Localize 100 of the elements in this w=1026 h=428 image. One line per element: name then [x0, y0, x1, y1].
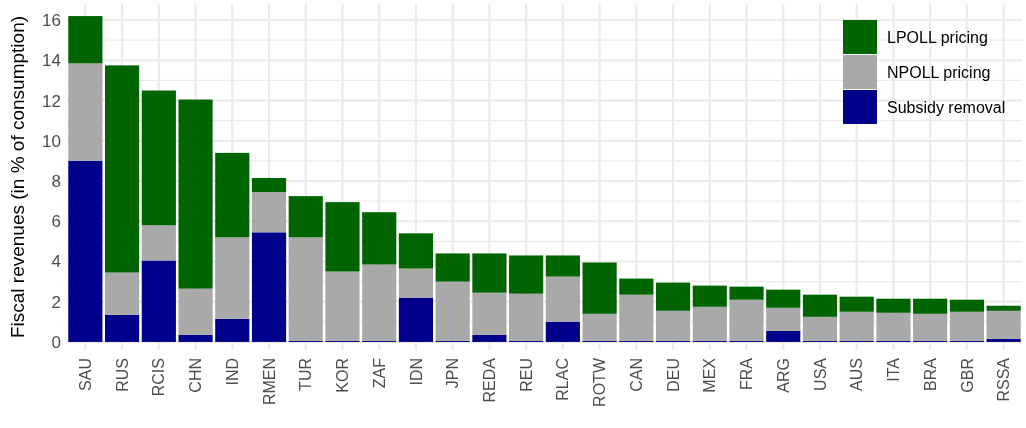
bar — [766, 307, 801, 331]
bar — [619, 278, 654, 295]
x-tick-label: BRA — [921, 357, 939, 391]
bar — [802, 294, 838, 317]
x-tick-label: IDN — [407, 358, 425, 386]
x-tick-label: RMEN — [260, 358, 278, 406]
x-tick-label: CHN — [187, 358, 205, 393]
bar — [472, 253, 507, 293]
y-tick-label: 6 — [51, 212, 61, 232]
bar — [876, 312, 911, 341]
x-tick-label: GBR — [958, 358, 976, 393]
bar — [325, 202, 360, 272]
bar — [949, 299, 984, 312]
x-tick-label: MEX — [701, 357, 719, 393]
legend-label: Subsidy removal — [887, 98, 1006, 116]
bar — [802, 316, 838, 341]
bar — [692, 285, 727, 307]
x-tick-label: RLAC — [554, 358, 572, 401]
bar — [729, 286, 764, 300]
bar — [251, 192, 287, 233]
bar — [141, 90, 176, 226]
bar — [913, 313, 948, 341]
bar — [215, 152, 250, 238]
bar — [251, 232, 287, 342]
bar — [619, 294, 654, 341]
bar — [545, 255, 580, 277]
bar — [215, 237, 250, 319]
bar — [362, 264, 397, 341]
bar — [876, 298, 911, 313]
bar — [435, 281, 470, 341]
bar — [986, 310, 1021, 339]
x-tick-label: RUS — [113, 358, 131, 392]
bar — [68, 63, 103, 161]
bar — [582, 262, 617, 314]
y-tick-label: 4 — [51, 252, 61, 272]
bar — [509, 293, 544, 341]
x-tick-label: ZAF — [370, 357, 388, 389]
bar — [105, 65, 140, 273]
x-tick-label: REU — [517, 358, 535, 392]
y-tick-label: 10 — [42, 131, 61, 151]
bar — [251, 178, 287, 193]
bar — [655, 282, 691, 311]
bar — [839, 311, 874, 341]
bar — [472, 334, 507, 342]
bar — [729, 299, 764, 341]
x-tick-label: ROTW — [591, 357, 609, 407]
bar — [105, 272, 140, 315]
x-tick-label: AUS — [848, 358, 866, 391]
bar — [141, 225, 176, 261]
x-tick-label: ITA — [885, 357, 903, 382]
bar — [839, 296, 874, 312]
x-tick-label: RSSA — [995, 357, 1013, 402]
y-tick-label: 8 — [51, 171, 61, 191]
y-tick-label: 2 — [51, 292, 61, 312]
x-tick-label: CAN — [627, 358, 645, 392]
bar — [472, 292, 507, 335]
y-tick-label: 0 — [51, 332, 61, 352]
bar — [288, 196, 323, 238]
bar — [986, 305, 1021, 311]
x-tick-label: ARG — [774, 358, 792, 393]
x-tick-label: TUR — [297, 358, 315, 391]
bar — [692, 306, 727, 341]
legend-label: NPOLL pricing — [887, 63, 991, 81]
x-tick-label: USA — [811, 357, 829, 391]
bar — [766, 330, 801, 342]
bar — [178, 99, 213, 289]
bar — [398, 297, 434, 342]
bar — [288, 237, 323, 341]
x-tick-label: DEU — [664, 358, 682, 392]
y-tick-label: 12 — [42, 91, 61, 111]
x-tick-label: KOR — [334, 358, 352, 393]
legend-label: LPOLL pricing — [887, 28, 988, 46]
bar — [545, 276, 580, 322]
x-tick-label: FRA — [738, 357, 756, 390]
x-tick-label: REDA — [481, 357, 498, 403]
bar — [178, 334, 213, 342]
y-tick-label: 16 — [42, 11, 61, 31]
bar — [655, 310, 691, 341]
x-tick-label: RCIS — [150, 358, 168, 397]
bar — [325, 271, 360, 341]
bar — [398, 233, 434, 269]
bar — [215, 318, 250, 342]
x-tick-label: IND — [223, 358, 241, 386]
bar — [398, 268, 434, 298]
bar — [362, 212, 397, 265]
bar — [545, 321, 580, 342]
bar — [582, 313, 617, 341]
bar — [435, 253, 470, 282]
bar — [766, 289, 801, 308]
bar — [178, 288, 213, 335]
bar — [913, 298, 948, 314]
bar — [986, 338, 1021, 342]
bar — [141, 260, 176, 342]
y-axis-title: Fiscal revenues (in % of consumption) — [7, 15, 28, 339]
y-tick-label: 14 — [42, 51, 61, 71]
x-tick-label: JPN — [444, 358, 462, 389]
bar — [509, 255, 544, 294]
bar — [105, 314, 140, 342]
bar — [68, 16, 103, 64]
bar — [949, 311, 984, 341]
